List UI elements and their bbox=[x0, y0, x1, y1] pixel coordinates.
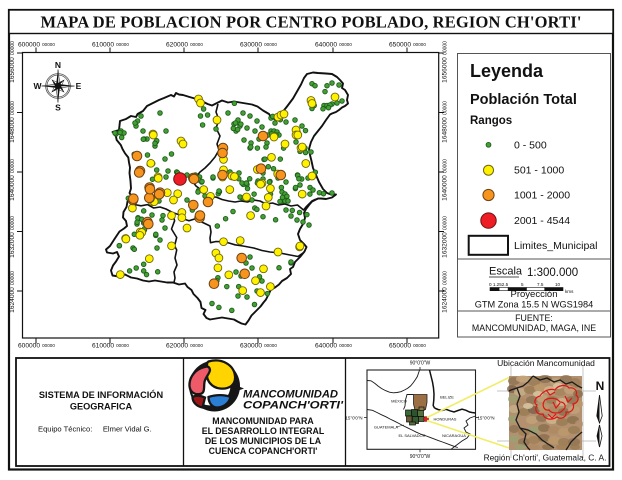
svg-text:00000: 00000 bbox=[413, 42, 426, 47]
svg-text:Proyección: Proyección bbox=[511, 289, 558, 300]
svg-text:00000: 00000 bbox=[10, 216, 16, 230]
svg-text:00000: 00000 bbox=[339, 343, 352, 348]
svg-text:1632000: 1632000 bbox=[9, 232, 16, 258]
svg-text:620000: 620000 bbox=[166, 42, 188, 49]
svg-text:1:300.000: 1:300.000 bbox=[527, 267, 578, 279]
svg-text:90°0'0"W: 90°0'0"W bbox=[410, 454, 431, 460]
svg-text:15°0'0"N: 15°0'0"N bbox=[477, 416, 494, 421]
svg-text:00000: 00000 bbox=[339, 42, 352, 47]
svg-text:1648000: 1648000 bbox=[442, 117, 449, 143]
svg-text:650000: 650000 bbox=[389, 42, 411, 49]
svg-text:600000: 600000 bbox=[18, 42, 40, 49]
svg-text:S: S bbox=[55, 103, 61, 113]
svg-text:00000: 00000 bbox=[10, 271, 16, 285]
svg-text:00000: 00000 bbox=[443, 216, 449, 230]
svg-text:1624000: 1624000 bbox=[9, 287, 16, 313]
svg-text:00000: 00000 bbox=[42, 343, 55, 348]
svg-text:EL SALVADOR: EL SALVADOR bbox=[398, 433, 425, 438]
svg-text:1656000: 1656000 bbox=[9, 57, 16, 83]
svg-text:15°0'0"N: 15°0'0"N bbox=[345, 416, 362, 421]
svg-text:00000: 00000 bbox=[264, 42, 277, 47]
svg-text:Leyenda: Leyenda bbox=[470, 61, 544, 81]
svg-text:1648000: 1648000 bbox=[9, 117, 16, 143]
svg-text:610000: 610000 bbox=[92, 343, 114, 350]
svg-text:00000: 00000 bbox=[10, 41, 16, 55]
svg-text:2001 - 4544: 2001 - 4544 bbox=[514, 215, 570, 227]
svg-text:00000: 00000 bbox=[116, 42, 129, 47]
svg-text:00000: 00000 bbox=[264, 343, 277, 348]
svg-text:NICARAGUA: NICARAGUA bbox=[442, 433, 466, 438]
svg-text:1001 - 2000: 1001 - 2000 bbox=[514, 190, 570, 202]
svg-text:Población Total: Población Total bbox=[470, 92, 577, 108]
svg-text:CUENCA COPANCH'ORTI': CUENCA COPANCH'ORTI' bbox=[209, 446, 318, 456]
svg-text:W: W bbox=[33, 81, 42, 91]
svg-text:N: N bbox=[55, 60, 61, 70]
svg-text:BELIZE: BELIZE bbox=[440, 395, 454, 400]
svg-text:00000: 00000 bbox=[116, 343, 129, 348]
svg-text:GUATEMALA: GUATEMALA bbox=[374, 425, 399, 430]
svg-text:00000: 00000 bbox=[190, 42, 203, 47]
svg-text:620000: 620000 bbox=[166, 343, 188, 350]
svg-text:1640000: 1640000 bbox=[9, 175, 16, 201]
svg-text:Región Ch'orti', Guatemala, C.: Región Ch'orti', Guatemala, C. A. bbox=[484, 453, 607, 463]
svg-text:N: N bbox=[596, 379, 605, 393]
svg-text:MANCOMUNIDAD, MAGA, INE: MANCOMUNIDAD, MAGA, INE bbox=[472, 323, 596, 333]
svg-text:00000: 00000 bbox=[443, 271, 449, 285]
svg-text:630000: 630000 bbox=[240, 42, 262, 49]
svg-text:00000: 00000 bbox=[10, 159, 16, 173]
svg-text:GEOGRAFICA: GEOGRAFICA bbox=[70, 402, 133, 412]
svg-text:Ubicación Mancomunidad: Ubicación Mancomunidad bbox=[497, 358, 595, 368]
svg-text:MAPA DE POBLACION POR CENTRO P: MAPA DE POBLACION POR CENTRO POBLADO, RE… bbox=[41, 13, 582, 32]
svg-text:0 - 500: 0 - 500 bbox=[514, 139, 547, 151]
svg-text:SISTEMA DE INFORMACIÓN: SISTEMA DE INFORMACIÓN bbox=[39, 389, 164, 400]
svg-text:630000: 630000 bbox=[240, 343, 262, 350]
svg-text:640000: 640000 bbox=[315, 343, 337, 350]
svg-text:10: 10 bbox=[555, 282, 561, 287]
svg-text:1624000: 1624000 bbox=[442, 287, 449, 313]
svg-text:00000: 00000 bbox=[10, 101, 16, 115]
svg-text:00000: 00000 bbox=[42, 42, 55, 47]
svg-text:90°0'0"W: 90°0'0"W bbox=[410, 361, 431, 367]
svg-text:HONDURAS: HONDURAS bbox=[434, 416, 457, 421]
svg-text:1656000: 1656000 bbox=[442, 57, 449, 83]
svg-text:GTM Zona 15.5 N WGS1984: GTM Zona 15.5 N WGS1984 bbox=[475, 300, 593, 310]
svg-text:Rangos: Rangos bbox=[470, 115, 512, 127]
svg-text:E: E bbox=[76, 81, 82, 91]
svg-text:501 - 1000: 501 - 1000 bbox=[514, 165, 564, 177]
svg-text:1640000: 1640000 bbox=[442, 175, 449, 201]
svg-text:7.5: 7.5 bbox=[537, 282, 544, 287]
svg-text:Limites_Municipal: Limites_Municipal bbox=[514, 240, 597, 252]
svg-text:600000: 600000 bbox=[18, 343, 40, 350]
svg-text:00000: 00000 bbox=[443, 101, 449, 115]
svg-text:00000: 00000 bbox=[443, 41, 449, 55]
svg-text:kms: kms bbox=[565, 289, 574, 294]
svg-text:0 1.252.5: 0 1.252.5 bbox=[489, 282, 509, 287]
svg-text:MANCOMUNIDAD PARA: MANCOMUNIDAD PARA bbox=[212, 416, 314, 426]
svg-text:00000: 00000 bbox=[413, 343, 426, 348]
svg-text:MÉXICO: MÉXICO bbox=[391, 399, 407, 404]
svg-text:1632000: 1632000 bbox=[442, 232, 449, 258]
svg-text:EL DESARROLLO INTEGRAL: EL DESARROLLO INTEGRAL bbox=[202, 426, 325, 436]
svg-text:610000: 610000 bbox=[92, 42, 114, 49]
svg-text:MANCOMUNIDAD: MANCOMUNIDAD bbox=[243, 389, 338, 401]
svg-text:Equipo Técnico: Elmer Vida: Equipo Técnico: Elmer Vidal G. bbox=[38, 425, 152, 434]
svg-text:Escala: Escala bbox=[489, 266, 523, 278]
svg-text:640000: 640000 bbox=[315, 42, 337, 49]
svg-text:5: 5 bbox=[521, 282, 524, 287]
svg-text:00000: 00000 bbox=[190, 343, 203, 348]
svg-text:COPANCH'ORTI': COPANCH'ORTI' bbox=[243, 400, 343, 412]
svg-text:DE LOS MUNICIPIOS DE LA: DE LOS MUNICIPIOS DE LA bbox=[205, 436, 322, 446]
svg-text:FUENTE:: FUENTE: bbox=[515, 313, 553, 323]
svg-text:00000: 00000 bbox=[443, 159, 449, 173]
svg-text:650000: 650000 bbox=[389, 343, 411, 350]
